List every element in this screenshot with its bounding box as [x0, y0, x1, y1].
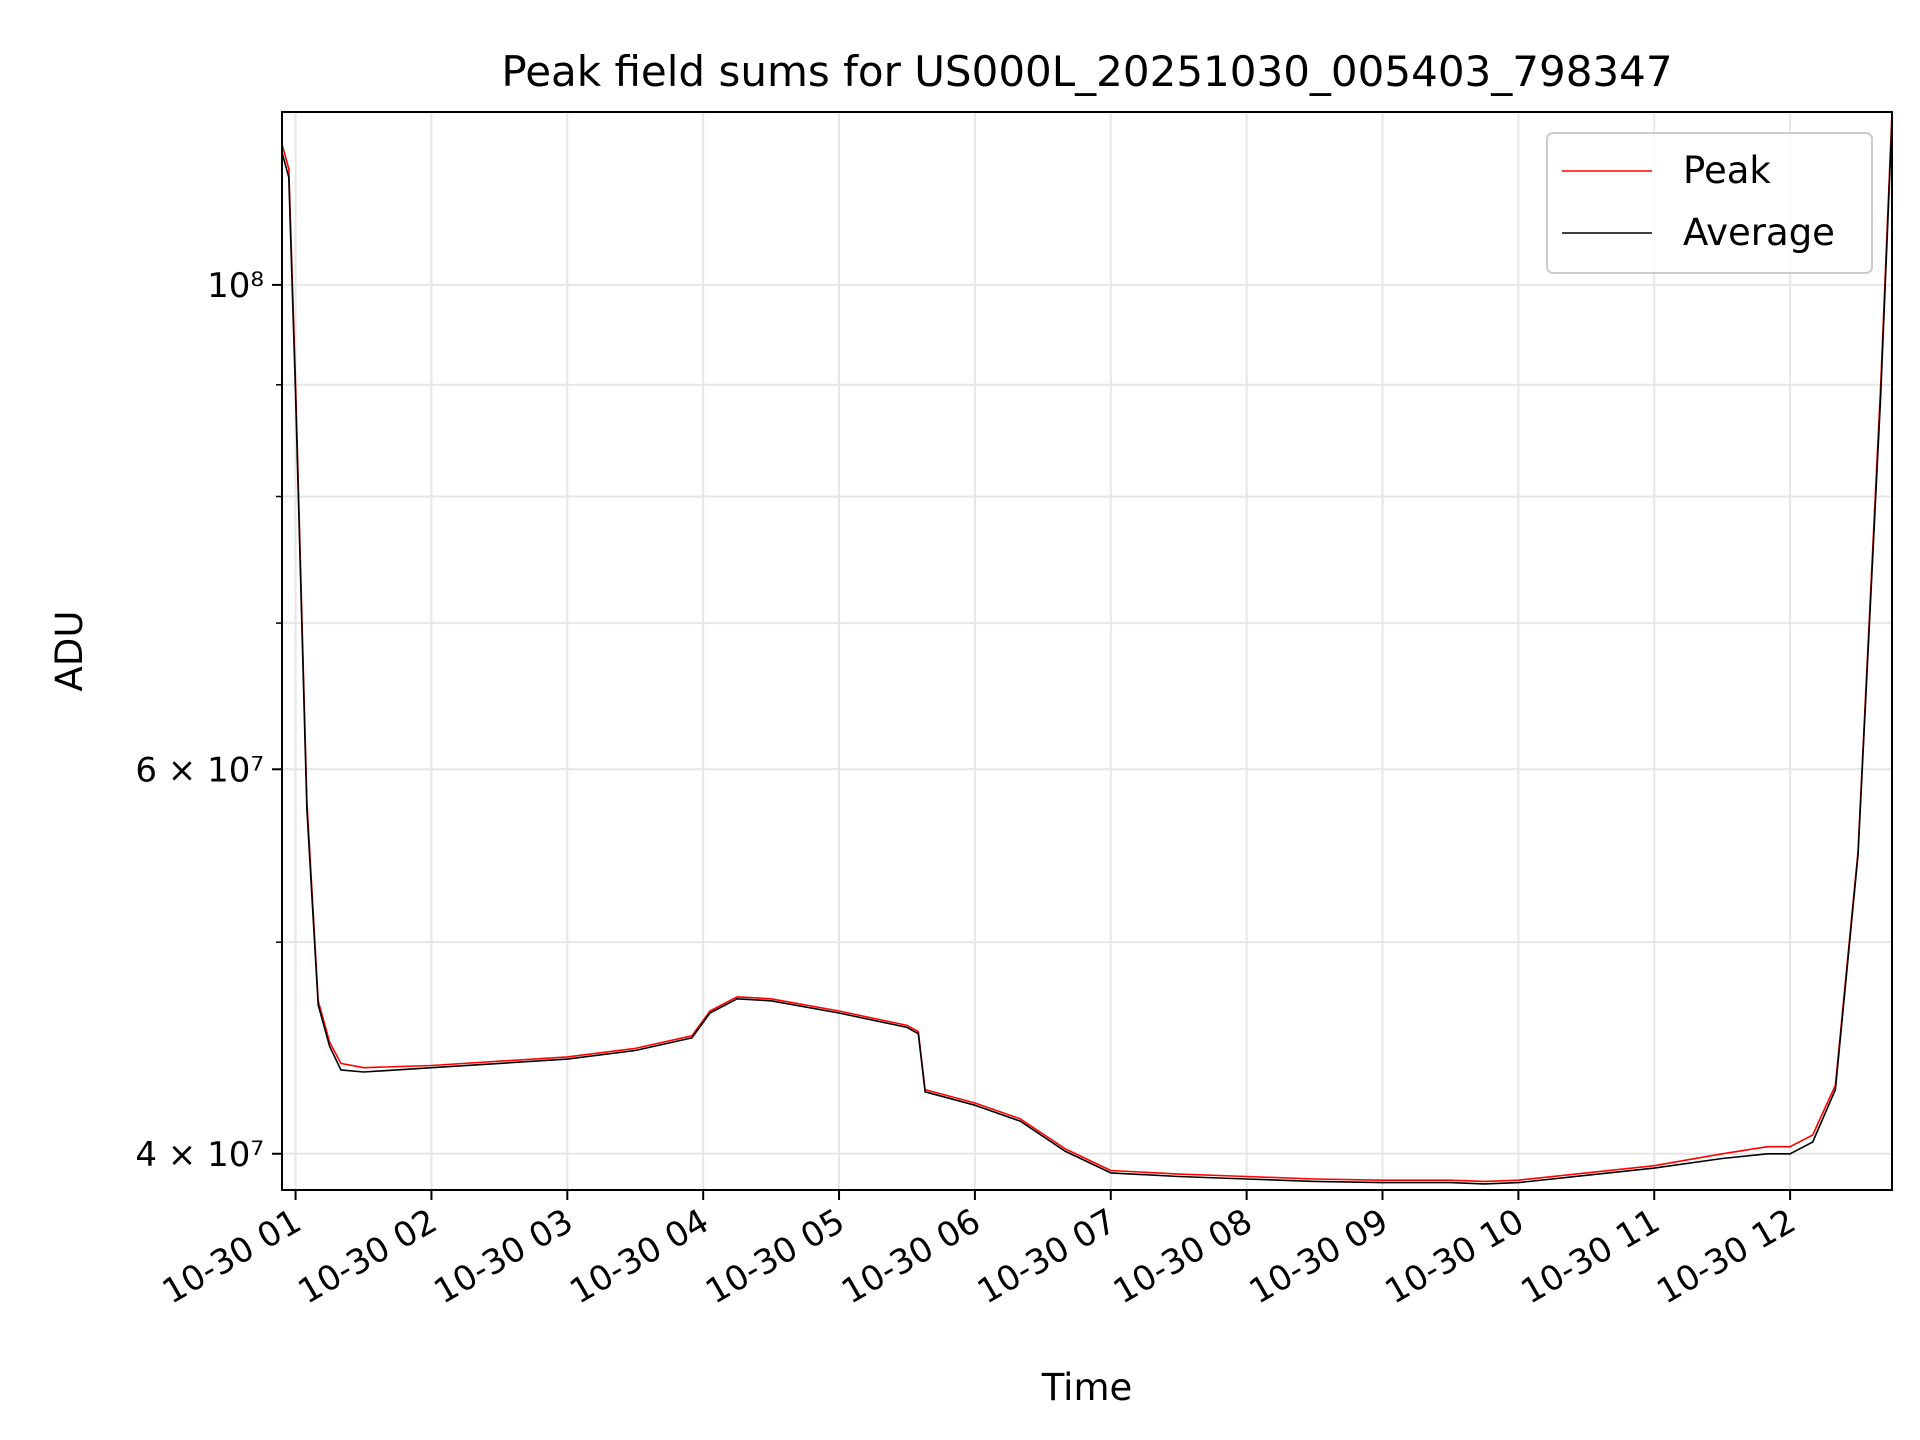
axes-frame — [281, 111, 1893, 1191]
legend-label-average: Average — [1683, 211, 1835, 254]
x-axis-label: Time — [1041, 1366, 1133, 1409]
legend-label-peak: Peak — [1683, 149, 1771, 192]
series-line-average — [281, 119, 1893, 1185]
y-axis-label: ADU — [48, 611, 91, 692]
y-tick-label: 6 × 10⁷ — [135, 750, 264, 790]
grid-lines — [282, 112, 1892, 1190]
series-lines — [281, 111, 1893, 1185]
y-tick-label: 4 × 10⁷ — [135, 1135, 264, 1175]
legend-box — [1546, 132, 1873, 274]
chart-title: Peak field sums for US000L_20251030_0054… — [501, 47, 1672, 96]
series-line-peak — [281, 111, 1893, 1183]
y-tick-label: 10⁸ — [207, 266, 264, 306]
legend: Peak Average — [1546, 132, 1873, 274]
plot-area — [282, 112, 1892, 1190]
y-axis-ticks: 4 × 10⁷ 6 × 10⁷ 10⁸ — [135, 266, 282, 1175]
